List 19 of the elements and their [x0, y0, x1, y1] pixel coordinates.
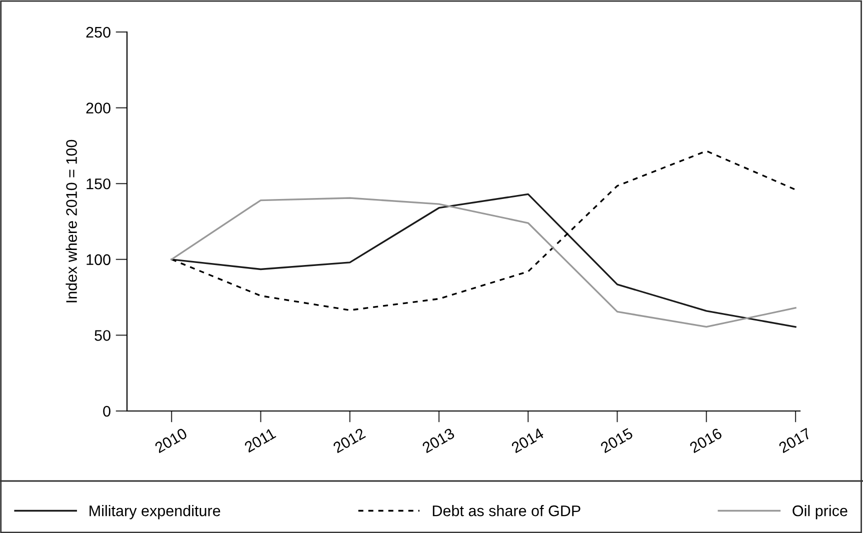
x-tick-label: 2016: [688, 428, 723, 454]
y-tick-label: 100: [86, 254, 110, 266]
legend-label: Debt as share of GDP: [432, 505, 580, 516]
x-tick-label: 2017: [778, 428, 812, 454]
y-tick-label: 50: [94, 330, 110, 341]
legend-label: Oil price: [792, 505, 848, 520]
y-tick-label: 0: [103, 406, 110, 417]
x-tick-label: 2014: [510, 428, 545, 454]
x-tick-label: 2010: [154, 428, 188, 454]
x-tick-label: 2013: [422, 428, 456, 454]
y-tick-label: 150: [86, 178, 110, 190]
line-series: [170, 150, 796, 312]
y-tick-label: 200: [86, 102, 110, 114]
y-axis-title: Index where 2010 = 100: [66, 140, 77, 302]
x-tick-label: 2015: [600, 428, 634, 454]
y-tick-label: 250: [86, 26, 110, 38]
legend-label: Military expenditure: [90, 505, 220, 520]
x-tick-label: 2012: [332, 428, 366, 454]
x-tick-label: 2011: [244, 428, 276, 453]
